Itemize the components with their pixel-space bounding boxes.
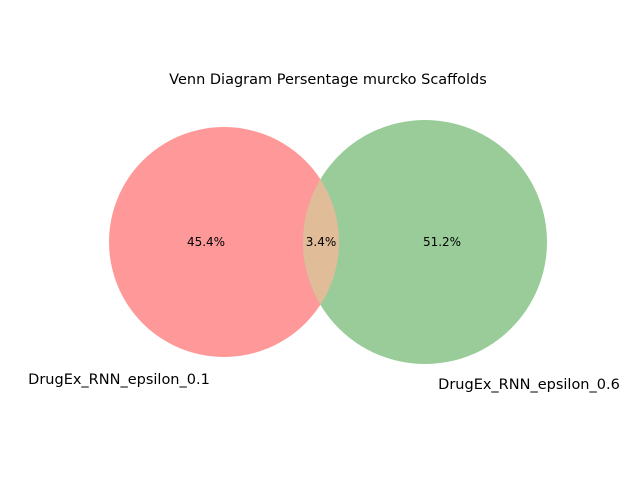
region-label-only-b: 51.2% xyxy=(423,235,461,249)
set-a-circle xyxy=(109,127,339,357)
region-label-overlap: 3.4% xyxy=(306,235,337,249)
diagram-title: Venn Diagram Persentage murcko Scaffolds xyxy=(169,72,487,88)
set-b-circle xyxy=(303,120,547,364)
set-b-label: DrugEx_RNN_epsilon_0.6 xyxy=(438,377,620,393)
set-a-label: DrugEx_RNN_epsilon_0.1 xyxy=(28,372,210,388)
region-label-only-a: 45.4% xyxy=(187,235,225,249)
